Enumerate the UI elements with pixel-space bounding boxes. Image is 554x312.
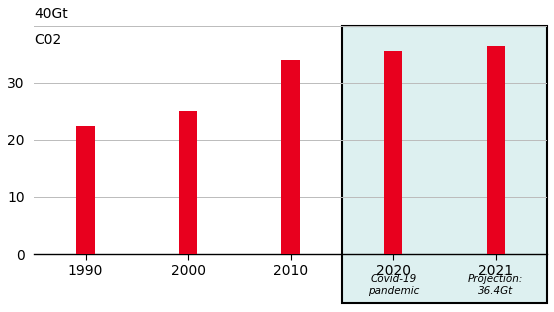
Bar	[384, 51, 402, 254]
Bar	[486, 46, 505, 254]
Bar	[76, 126, 95, 254]
Text: Projection:
36.4Gt: Projection: 36.4Gt	[468, 274, 524, 295]
Bar	[281, 60, 300, 254]
Text: Covid-19
pandemic: Covid-19 pandemic	[367, 274, 419, 295]
Bar	[281, 60, 300, 254]
Bar	[486, 46, 505, 254]
Bar	[179, 111, 197, 254]
Text: 40Gt: 40Gt	[34, 7, 68, 21]
Bar	[342, 26, 547, 254]
Bar	[179, 111, 197, 254]
Bar	[342, 26, 547, 303]
Text: C02: C02	[34, 32, 61, 46]
Bar	[384, 51, 402, 254]
Bar	[76, 126, 95, 254]
